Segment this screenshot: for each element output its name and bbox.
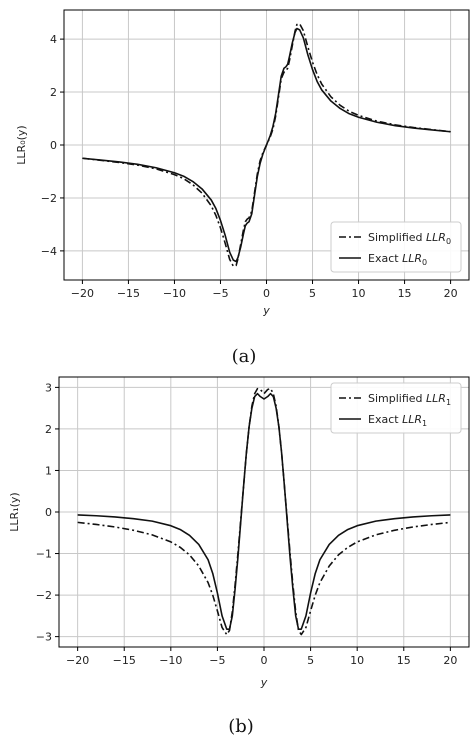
series-line-simplified (77, 387, 451, 636)
x-axis-label-b: y (260, 676, 268, 689)
y-ticks-b: −3 −2 −1 0 1 2 3 (36, 381, 59, 644)
y-tick-label: −4 (41, 245, 57, 258)
legend-label-text: Simplified (368, 231, 426, 244)
legend-label-subscript: 0 (446, 237, 451, 246)
series-line-exact (82, 27, 451, 263)
x-tick-label: −5 (209, 654, 225, 667)
legend-label-llr: LLR (426, 392, 446, 405)
x-tick-label: 20 (444, 287, 458, 300)
grid-b (59, 377, 469, 647)
x-tick-label: 0 (261, 654, 268, 667)
legend-label-subscript: 1 (422, 419, 427, 428)
legend-box (330, 221, 462, 273)
y-tick-label: 0 (45, 506, 52, 519)
legend-label-text: Simplified (368, 392, 426, 405)
legend-label-llr: LLR (402, 252, 422, 265)
x-tick-label: −15 (117, 287, 140, 300)
series-lines-b (77, 387, 451, 636)
y-tick-label: −3 (36, 631, 52, 644)
x-tick-label: −20 (71, 287, 94, 300)
y-axis-label-b: LLR₁(y) (8, 492, 21, 531)
legend-label-exact: Exact LLR0 (368, 252, 427, 267)
legend-box (330, 382, 462, 434)
x-tick-label: −5 (212, 287, 228, 300)
legend-label-subscript: 0 (422, 258, 427, 267)
legend-label-text: Exact (368, 252, 402, 265)
series-line-exact (77, 392, 451, 630)
x-tick-label: 15 (398, 287, 412, 300)
x-axis-label-a: y (262, 304, 270, 317)
legend-label-llr: LLR (402, 413, 422, 426)
x-tick-label: 5 (309, 287, 316, 300)
series-lines-a (82, 22, 451, 268)
caption-a: (a) (232, 346, 257, 367)
x-tick-label: 20 (443, 654, 457, 667)
y-axis-label-a: LLR₀(y) (15, 125, 28, 164)
x-tick-label: −20 (66, 654, 89, 667)
x-tick-label: −10 (159, 654, 182, 667)
legend-label-llr: LLR (426, 231, 446, 244)
y-tick-label: 1 (45, 464, 52, 477)
x-tick-label: 10 (350, 654, 364, 667)
y-tick-label: −1 (36, 548, 52, 561)
legend-label-text: Exact (368, 413, 402, 426)
legend-label-simplified: Simplified LLR0 (368, 231, 451, 246)
y-tick-label: 3 (45, 381, 52, 394)
legend-label-subscript: 1 (446, 398, 451, 407)
x-tick-label: 15 (397, 654, 411, 667)
x-ticks-a: −20 −15 −10 −5 0 5 10 15 20 (71, 280, 458, 300)
y-tick-label: 2 (45, 423, 52, 436)
y-tick-label: 4 (50, 33, 57, 46)
y-tick-label: 0 (50, 139, 57, 152)
x-tick-label: −15 (113, 654, 136, 667)
x-tick-label: −10 (163, 287, 186, 300)
legend-label-simplified: Simplified LLR1 (368, 392, 451, 407)
x-tick-label: 0 (263, 287, 270, 300)
y-tick-label: −2 (36, 589, 52, 602)
x-ticks-b: −20 −15 −10 −5 0 5 10 15 20 (66, 647, 457, 667)
x-tick-label: 5 (307, 654, 314, 667)
caption-b: (b) (228, 716, 254, 737)
y-tick-label: −2 (41, 192, 57, 205)
legend-label-exact: Exact LLR1 (368, 413, 427, 428)
y-ticks-a: −4 −2 0 2 4 (41, 33, 64, 258)
y-tick-label: 2 (50, 86, 57, 99)
x-tick-label: 10 (352, 287, 366, 300)
